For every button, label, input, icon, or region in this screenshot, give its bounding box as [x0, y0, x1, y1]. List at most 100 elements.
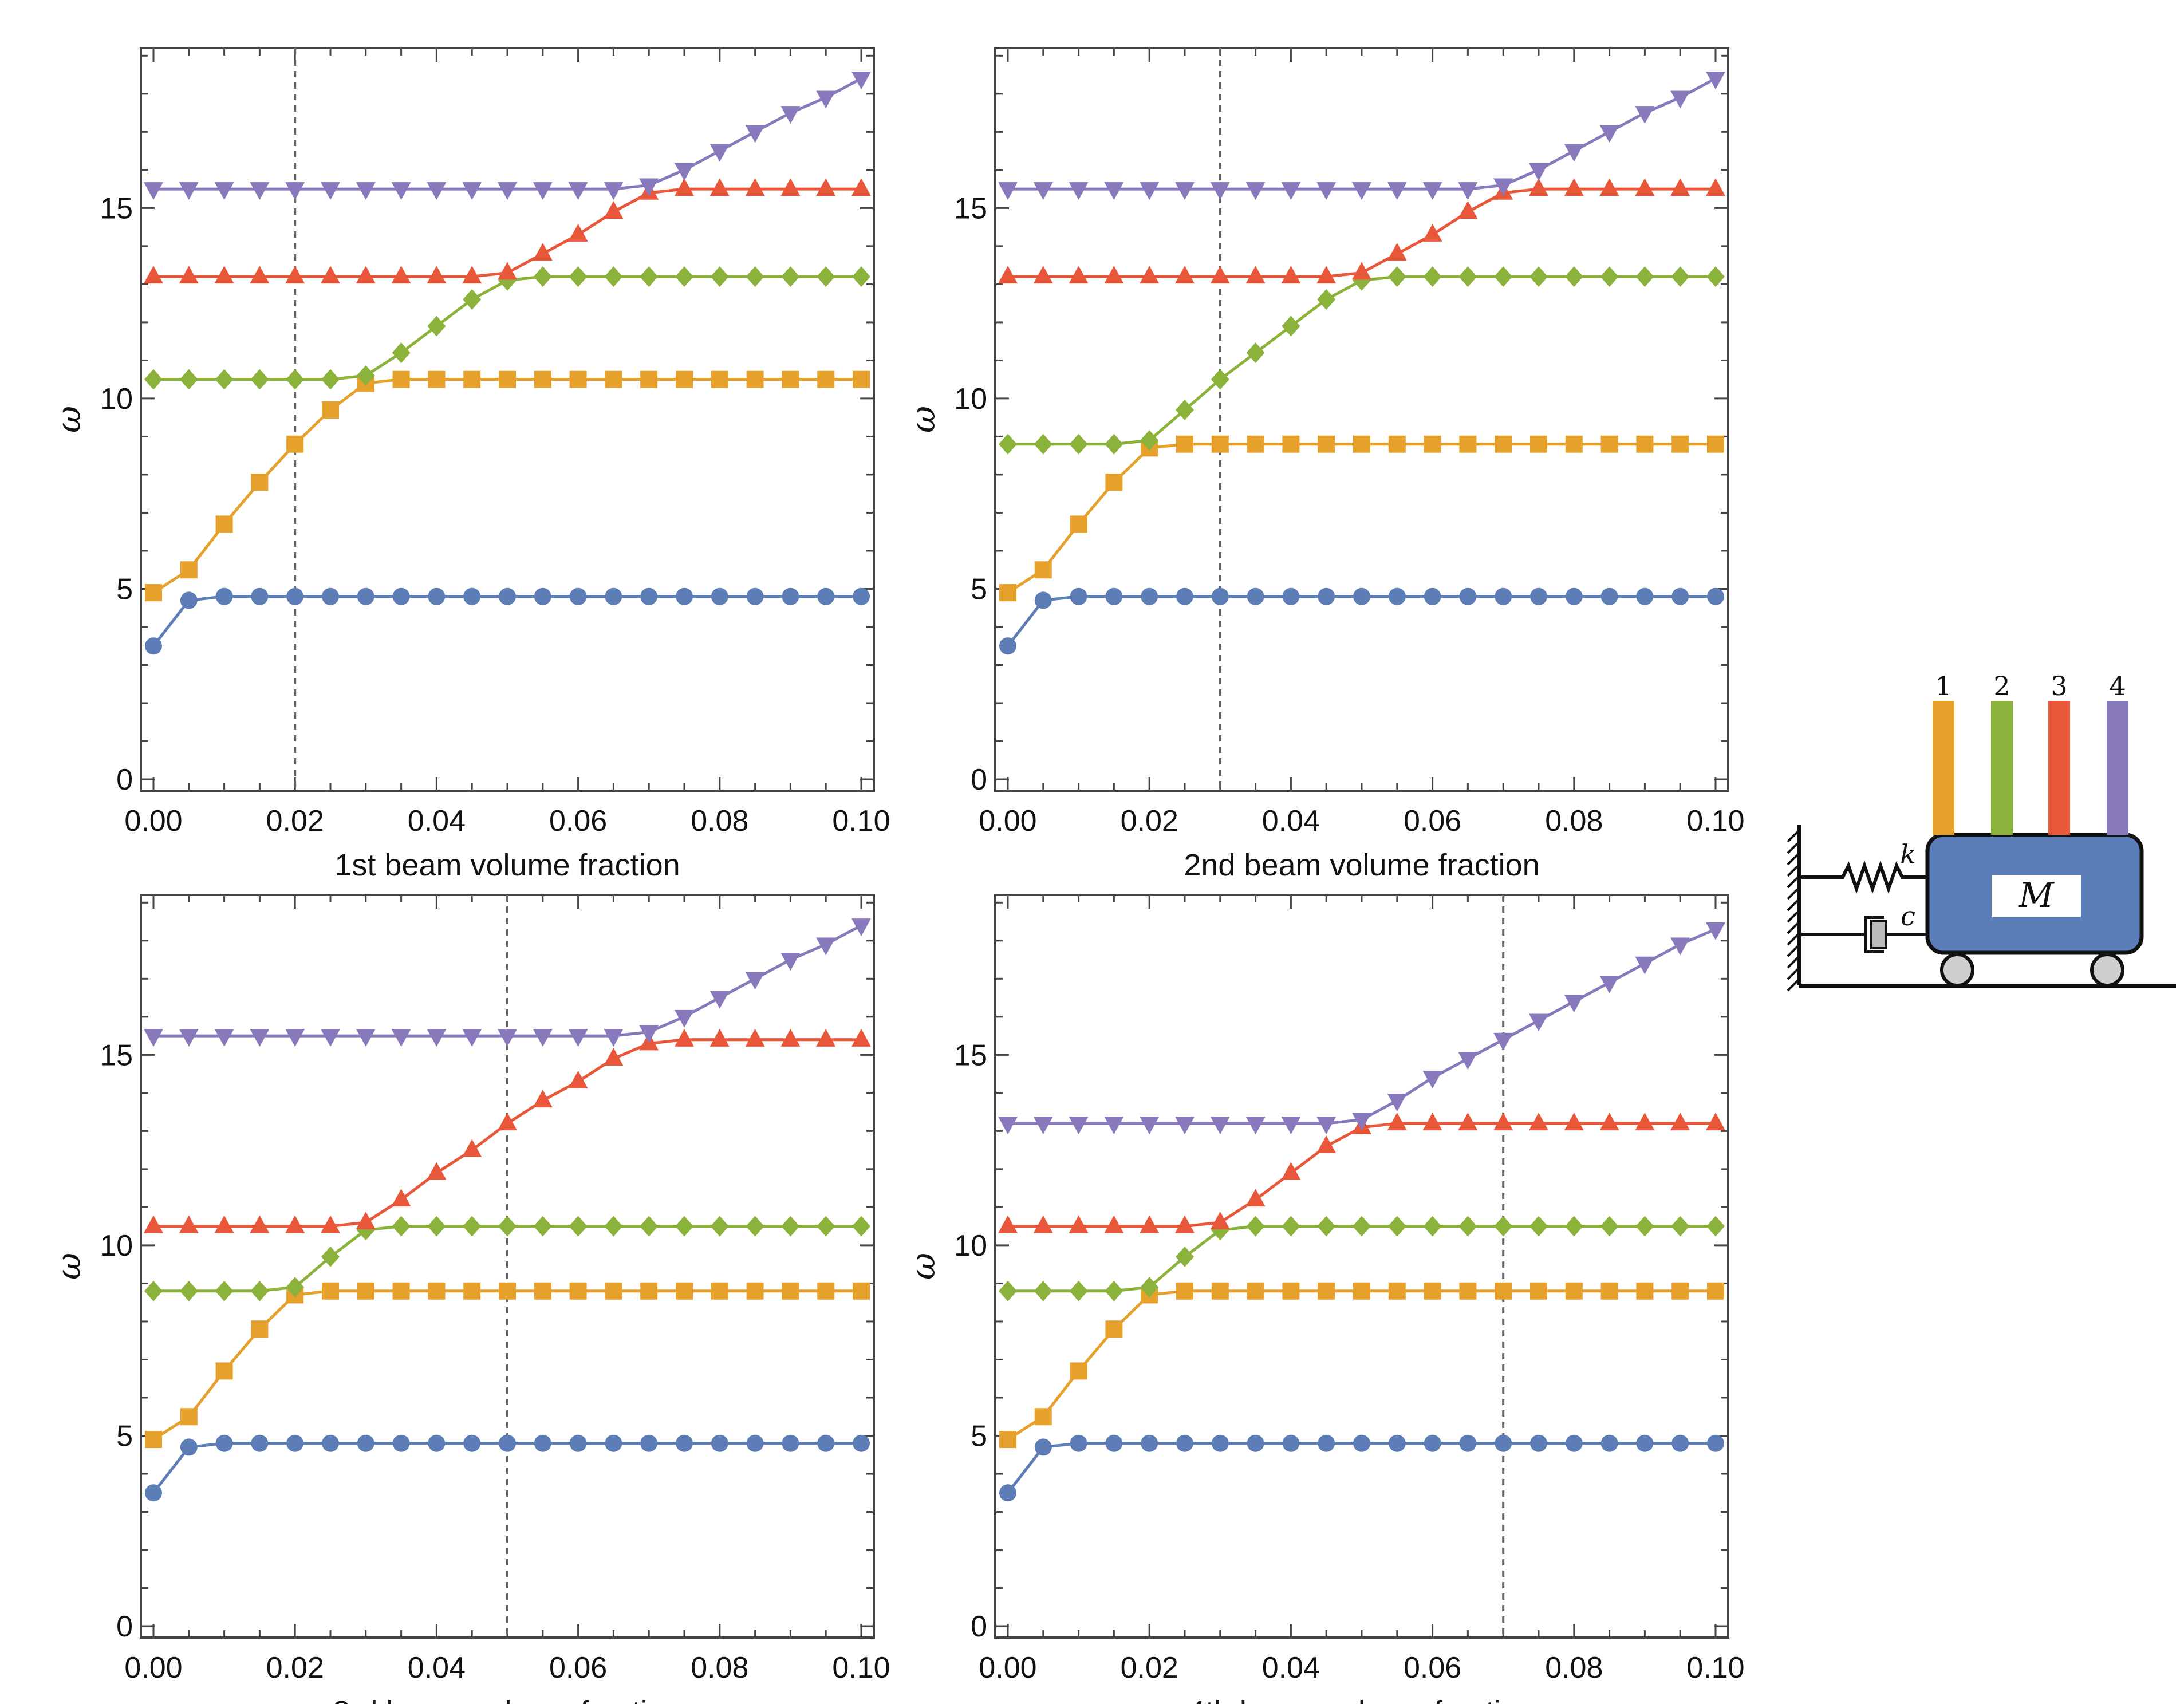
- data-point: [1176, 1282, 1193, 1300]
- data-point: [1282, 315, 1300, 337]
- data-point: [1636, 1434, 1654, 1452]
- data-point: [462, 266, 482, 284]
- data-point: [180, 561, 198, 579]
- data-point: [215, 1280, 234, 1301]
- data-point: [711, 1434, 728, 1452]
- data-point: [250, 1029, 270, 1047]
- damper-label: c: [1901, 901, 1915, 932]
- spring-label: k: [1900, 839, 1916, 870]
- beam-1: [1933, 701, 1954, 835]
- data-point: [816, 1028, 836, 1047]
- data-point: [676, 370, 693, 388]
- y-tick-label: 15: [100, 1039, 133, 1072]
- y-tick-label: 5: [116, 1419, 133, 1453]
- data-point: [179, 182, 199, 200]
- data-point: [215, 587, 233, 605]
- wall-hatching: [1787, 829, 1800, 992]
- data-point: [1388, 435, 1406, 453]
- data-point: [1458, 266, 1477, 287]
- data-point: [322, 401, 339, 419]
- data-point: [321, 1029, 340, 1047]
- data-point: [321, 369, 340, 390]
- data-point: [1069, 433, 1088, 455]
- series-3: [144, 266, 870, 390]
- data-point: [639, 1025, 659, 1043]
- data-point: [428, 370, 446, 388]
- data-point: [816, 90, 836, 109]
- y-tick-label: 10: [100, 1229, 133, 1263]
- data-point: [285, 266, 305, 284]
- data-point: [1069, 266, 1089, 284]
- data-point: [1352, 1113, 1371, 1131]
- hatch-line: [1787, 886, 1800, 900]
- data-point: [1318, 1434, 1335, 1452]
- data-point: [392, 1216, 411, 1237]
- x-tick-label: 0.04: [1262, 804, 1320, 838]
- data-point: [709, 1028, 730, 1047]
- data-point: [1211, 1434, 1229, 1452]
- x-tick-label: 0.08: [691, 1651, 748, 1685]
- data-point: [676, 1434, 693, 1452]
- y-tick-label: 10: [100, 382, 133, 416]
- data-point: [179, 266, 199, 284]
- data-point: [1600, 1216, 1619, 1237]
- data-point: [568, 223, 588, 242]
- data-point: [534, 1282, 551, 1300]
- data-point: [746, 587, 764, 605]
- data-point: [1529, 178, 1548, 196]
- data-point: [816, 178, 836, 196]
- data-point: [1245, 1117, 1266, 1135]
- data-point: [428, 1282, 446, 1300]
- y-tick-label: 15: [954, 1039, 987, 1072]
- data-point: [427, 315, 446, 337]
- data-point: [1069, 1215, 1089, 1233]
- data-point: [1636, 587, 1654, 605]
- data-point: [640, 1216, 659, 1237]
- data-point: [1246, 342, 1265, 364]
- data-point: [357, 587, 374, 605]
- data-point: [180, 591, 198, 609]
- hatch-line: [1787, 932, 1800, 946]
- data-point: [569, 1216, 588, 1237]
- data-point: [1495, 587, 1512, 605]
- data-point: [499, 1282, 516, 1300]
- data-point: [605, 1434, 622, 1452]
- data-point: [1529, 266, 1548, 287]
- data-point: [604, 266, 623, 287]
- data-point: [179, 1280, 198, 1301]
- x-tick-label: 0.00: [979, 804, 1036, 838]
- data-point: [675, 266, 693, 287]
- data-point: [999, 1484, 1016, 1502]
- data-point: [1353, 435, 1370, 453]
- data-point: [1034, 433, 1052, 455]
- data-point: [250, 266, 270, 284]
- data-point: [463, 1282, 481, 1300]
- data-point: [250, 369, 269, 390]
- data-point: [1034, 591, 1052, 609]
- data-point: [285, 182, 305, 200]
- data-point: [1422, 182, 1442, 200]
- hatch-line: [1787, 898, 1800, 912]
- data-point: [709, 144, 730, 162]
- data-point: [462, 1139, 482, 1157]
- data-point: [1210, 1117, 1230, 1135]
- data-point: [463, 1434, 481, 1452]
- data-point: [1530, 587, 1547, 605]
- data-point: [1458, 1113, 1478, 1131]
- data-point: [534, 370, 551, 388]
- data-point: [251, 587, 269, 605]
- series-2: [145, 1282, 870, 1449]
- data-point: [392, 1434, 410, 1452]
- data-point: [1493, 1113, 1513, 1131]
- data-point: [1176, 1246, 1194, 1267]
- data-point: [1105, 433, 1123, 455]
- plot-frame: [994, 894, 1729, 1639]
- data-point: [999, 637, 1016, 655]
- data-point: [999, 433, 1017, 455]
- series-5: [144, 72, 871, 200]
- damper-cylinder: [1864, 916, 1884, 953]
- data-point: [1530, 1282, 1547, 1300]
- beam-3: [2048, 701, 2070, 835]
- data-point: [1670, 937, 1690, 956]
